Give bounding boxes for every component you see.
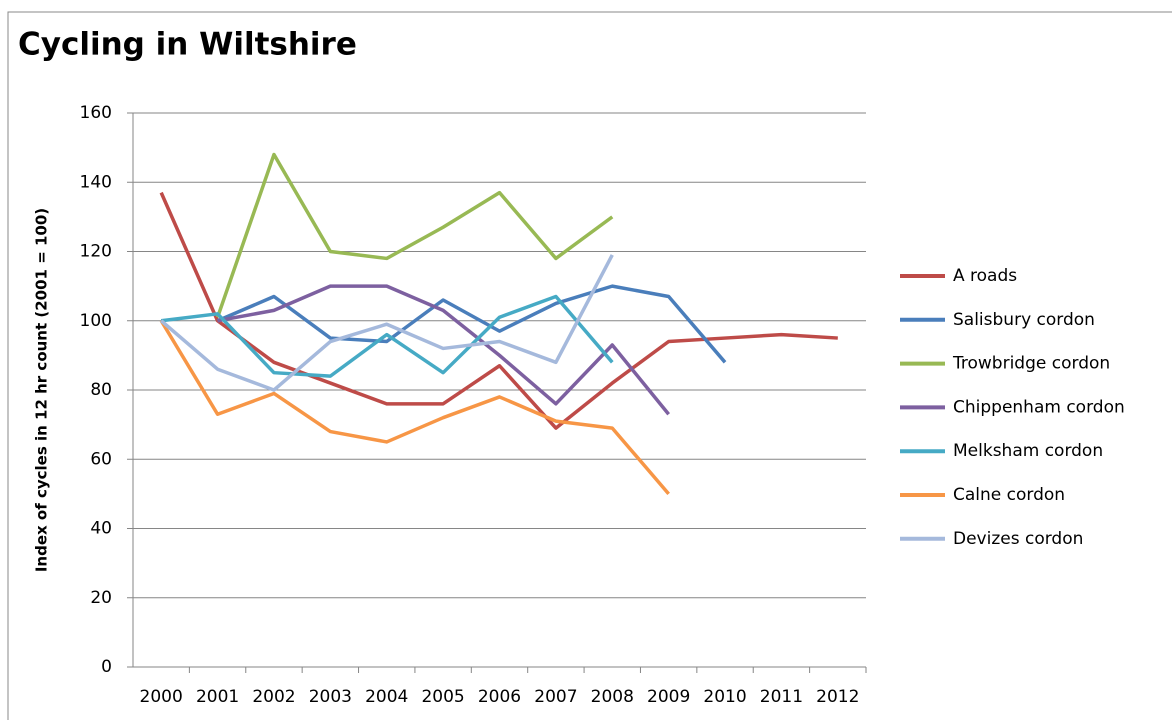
legend-label: Devizes cordon (953, 529, 1083, 549)
x-tick-label: 2006 (478, 687, 521, 707)
y-tick-label: 40 (90, 519, 112, 539)
y-tick-label: 80 (90, 380, 112, 400)
legend-label: Melksham cordon (953, 441, 1103, 461)
series-line (215, 152, 614, 318)
chart-title: Cycling in Wiltshire (18, 27, 357, 63)
y-tick-label: 160 (80, 103, 112, 123)
x-tick-label: 2005 (421, 687, 464, 707)
series-line (217, 284, 671, 416)
x-tick-label: 2004 (365, 687, 408, 707)
x-tick-label: 2010 (703, 687, 746, 707)
y-tick-label: 20 (90, 588, 112, 608)
x-tick-label: 2003 (309, 687, 352, 707)
x-tick-label: 2011 (760, 687, 803, 707)
legend-label: Calne cordon (953, 485, 1065, 505)
series-line (159, 191, 838, 430)
y-tick-label: 140 (80, 172, 112, 192)
y-tick-label: 100 (80, 311, 112, 331)
series-line (160, 294, 614, 378)
x-tick-label: 2000 (140, 687, 183, 707)
legend-label: Trowbridge cordon (952, 354, 1110, 374)
x-tick-label: 2008 (591, 687, 634, 707)
y-tick-label: 0 (101, 657, 112, 677)
legend-label: A roads (953, 266, 1017, 286)
y-axis-label: Index of cycles in 12 hr count (2001 = 1… (33, 208, 51, 572)
legend-label: Chippenham cordon (953, 397, 1125, 417)
x-tick-label: 2007 (534, 687, 577, 707)
y-tick-label: 60 (90, 449, 112, 469)
series-line (159, 319, 670, 496)
x-tick-label: 2002 (252, 687, 295, 707)
legend-label: Salisbury cordon (953, 310, 1095, 330)
y-tick-label: 120 (80, 242, 112, 262)
series-line (216, 284, 727, 364)
series-line (160, 254, 614, 392)
x-tick-label: 2009 (647, 687, 690, 707)
x-tick-label: 2012 (816, 687, 859, 707)
x-tick-label: 2001 (196, 687, 239, 707)
